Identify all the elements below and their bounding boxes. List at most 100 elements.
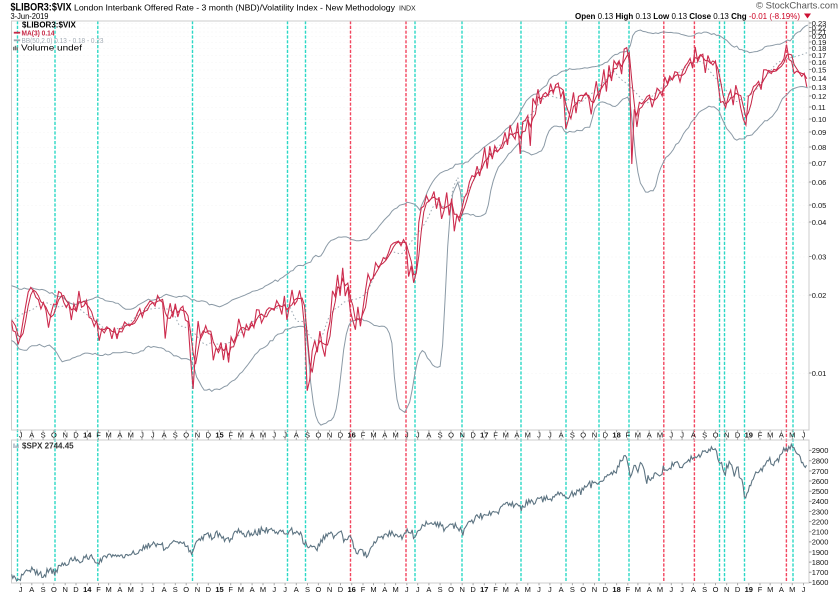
svg-text:M: M — [128, 585, 134, 594]
svg-text:A: A — [250, 585, 255, 594]
svg-text:A: A — [691, 430, 696, 439]
svg-text:D: D — [206, 585, 212, 594]
svg-text:O: O — [51, 585, 57, 594]
svg-text:A: A — [382, 430, 387, 439]
svg-text:J: J — [283, 585, 287, 594]
svg-text:D: D — [735, 430, 741, 439]
svg-text:S: S — [173, 585, 178, 594]
svg-text:18: 18 — [612, 585, 620, 594]
svg-text:O: O — [580, 430, 586, 439]
svg-text:1600: 1600 — [812, 578, 829, 587]
svg-text:S: S — [570, 430, 575, 439]
svg-text:0.10: 0.10 — [812, 115, 827, 124]
svg-text:A: A — [426, 585, 431, 594]
svg-text:0.17: 0.17 — [812, 51, 827, 60]
svg-text:N: N — [327, 430, 332, 439]
svg-text:O: O — [448, 430, 454, 439]
svg-text:S: S — [173, 430, 178, 439]
svg-text:0.16: 0.16 — [812, 58, 827, 67]
svg-text:2900: 2900 — [812, 446, 829, 455]
svg-text:F: F — [228, 585, 233, 594]
svg-text:O: O — [448, 585, 454, 594]
svg-text:M: M — [260, 430, 266, 439]
svg-text:0.12: 0.12 — [812, 92, 827, 101]
svg-text:0.20: 0.20 — [812, 32, 827, 41]
svg-text:0.13: 0.13 — [812, 83, 827, 92]
svg-text:J: J — [802, 585, 806, 594]
svg-text:1900: 1900 — [812, 548, 829, 557]
svg-text:J: J — [151, 585, 155, 594]
svg-text:J: J — [548, 430, 552, 439]
svg-text:D: D — [206, 430, 212, 439]
svg-text:F: F — [361, 585, 366, 594]
svg-text:D: D — [603, 585, 609, 594]
svg-text:M: M — [260, 585, 266, 594]
svg-text:2600: 2600 — [812, 477, 829, 486]
svg-text:Open 0.13 High 0.13 Low 0.13 C: Open 0.13 High 0.13 Low 0.13 Close 0.13 … — [575, 12, 800, 21]
svg-text:N: N — [592, 430, 597, 439]
svg-text:16: 16 — [348, 585, 356, 594]
svg-text:N: N — [592, 585, 597, 594]
svg-text:D: D — [603, 430, 609, 439]
svg-text:0.05: 0.05 — [812, 201, 827, 210]
svg-text:1800: 1800 — [812, 558, 829, 567]
svg-text:N: N — [195, 430, 200, 439]
svg-text:M: M — [238, 585, 244, 594]
svg-text:0.23: 0.23 — [812, 19, 827, 28]
svg-text:1700: 1700 — [812, 568, 829, 577]
svg-text:M: M — [767, 430, 773, 439]
svg-text:A: A — [117, 585, 122, 594]
svg-text:A: A — [29, 430, 34, 439]
svg-text:2300: 2300 — [812, 507, 829, 516]
svg-text:INDX: INDX — [399, 6, 416, 13]
svg-text:A: A — [559, 430, 564, 439]
svg-text:A: A — [779, 430, 784, 439]
svg-text:D: D — [470, 430, 476, 439]
svg-text:0.14: 0.14 — [812, 74, 827, 83]
svg-text:0.09: 0.09 — [812, 128, 827, 137]
svg-text:S: S — [438, 585, 443, 594]
svg-text:J: J — [669, 585, 673, 594]
svg-text:D: D — [470, 585, 476, 594]
svg-text:D: D — [73, 430, 79, 439]
svg-text:O: O — [713, 585, 719, 594]
svg-text:$LIBOR3:$VIX: $LIBOR3:$VIX — [22, 21, 76, 30]
svg-text:J: J — [537, 585, 541, 594]
svg-text:J: J — [537, 430, 541, 439]
svg-text:M: M — [789, 585, 795, 594]
svg-text:S: S — [305, 430, 310, 439]
svg-text:Volume undef: Volume undef — [21, 43, 83, 52]
svg-text:F: F — [361, 430, 366, 439]
svg-text:M: M — [525, 585, 531, 594]
svg-text:0.02: 0.02 — [812, 291, 827, 300]
svg-text:N: N — [724, 585, 729, 594]
svg-text:M: M — [370, 430, 376, 439]
svg-text:2000: 2000 — [812, 538, 829, 547]
svg-text:S: S — [438, 430, 443, 439]
svg-text:M: M — [392, 430, 398, 439]
svg-text:F: F — [96, 430, 101, 439]
svg-text:2800: 2800 — [812, 457, 829, 466]
svg-text:M: M — [105, 430, 111, 439]
svg-text:F: F — [493, 430, 498, 439]
svg-text:M: M — [635, 430, 641, 439]
svg-text:D: D — [73, 585, 79, 594]
svg-text:M: M — [238, 430, 244, 439]
svg-text:London Interbank Offered Rate: London Interbank Offered Rate - 3 month … — [74, 4, 395, 13]
svg-text:© StockCharts.com: © StockCharts.com — [756, 1, 838, 12]
svg-text:2200: 2200 — [812, 517, 829, 526]
svg-text:15: 15 — [215, 585, 223, 594]
svg-text:M: M — [128, 430, 134, 439]
svg-text:$LIBOR3:$VIX: $LIBOR3:$VIX — [11, 2, 73, 14]
svg-text:A: A — [117, 430, 122, 439]
svg-text:0.11: 0.11 — [812, 103, 826, 112]
svg-text:0.21: 0.21 — [812, 27, 827, 36]
svg-text:0.07: 0.07 — [812, 159, 827, 168]
svg-text:14: 14 — [83, 430, 92, 439]
svg-text:J: J — [405, 585, 409, 594]
svg-text:M: M — [657, 585, 663, 594]
svg-text:A: A — [514, 430, 519, 439]
svg-text:A: A — [647, 585, 652, 594]
svg-text:O: O — [51, 430, 57, 439]
svg-text:0.15: 0.15 — [812, 65, 827, 74]
